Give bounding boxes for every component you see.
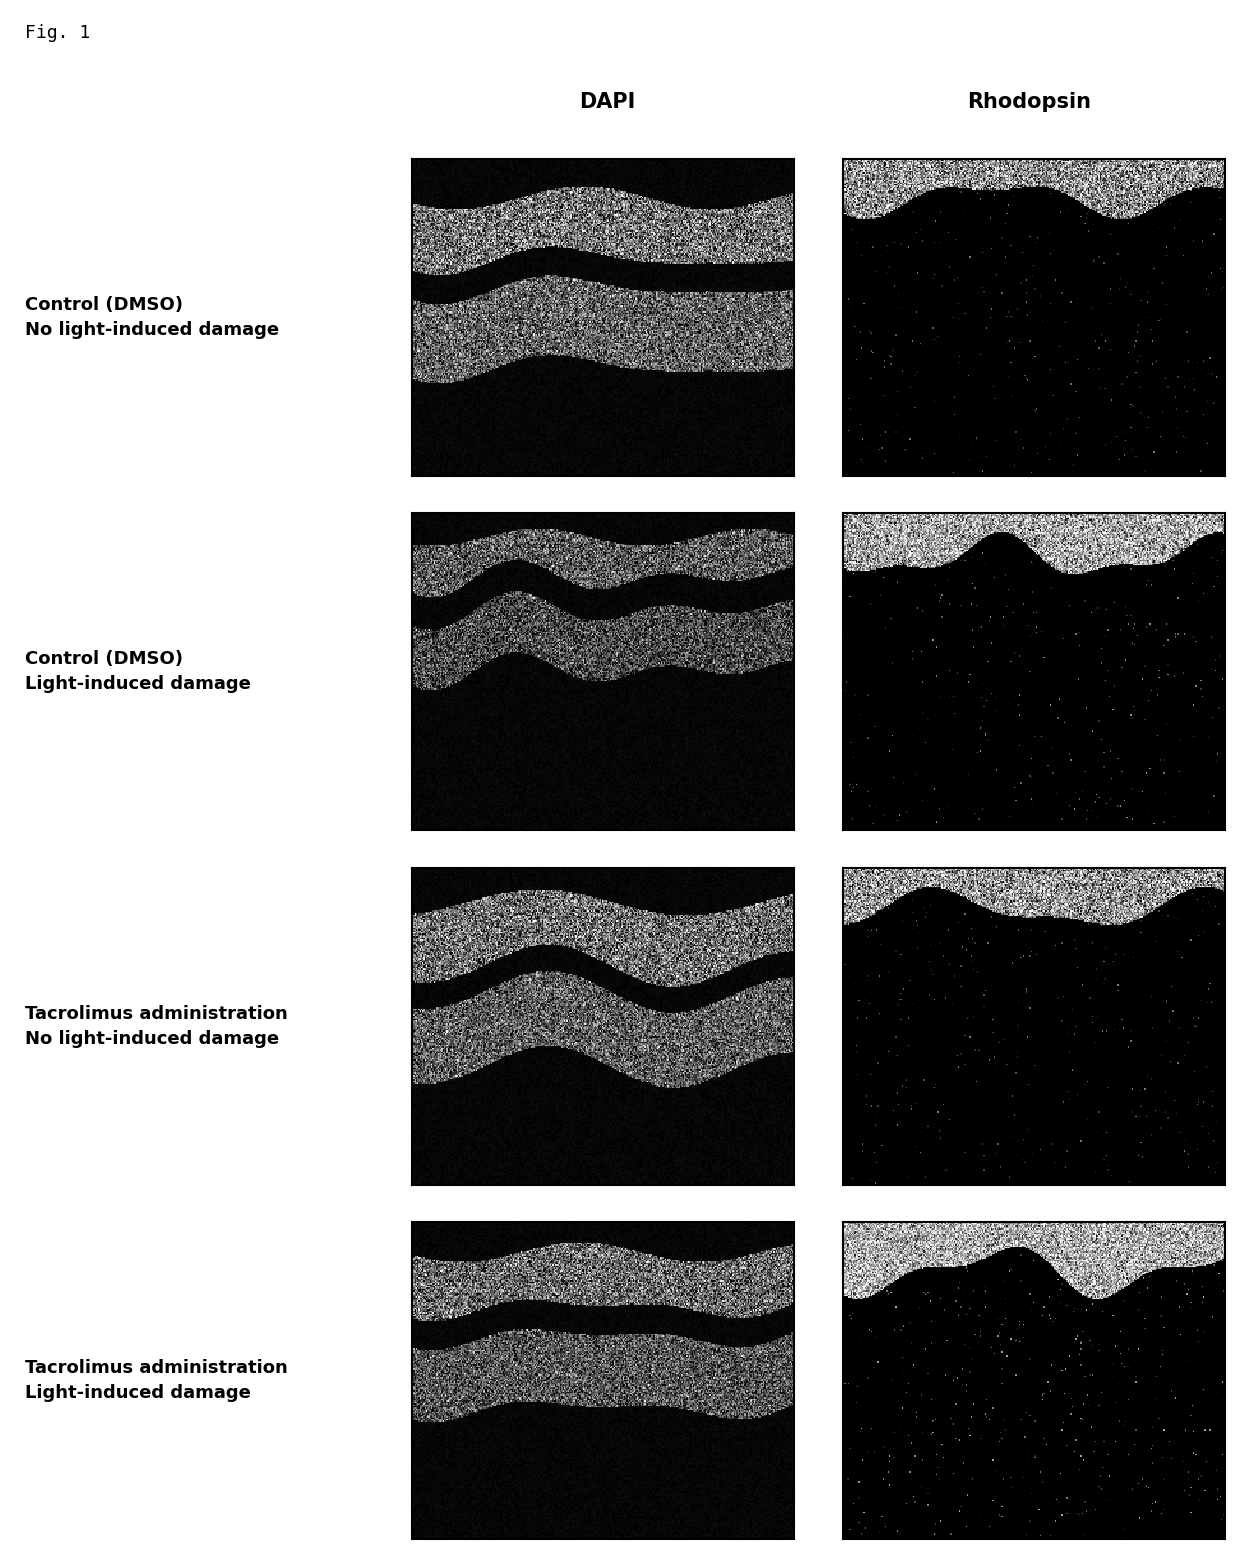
Text: Fig. 1: Fig. 1 bbox=[25, 23, 91, 42]
Text: Tacrolimus administration
No light-induced damage: Tacrolimus administration No light-induc… bbox=[25, 1005, 288, 1049]
Text: Tacrolimus administration
Light-induced damage: Tacrolimus administration Light-induced … bbox=[25, 1359, 288, 1402]
Text: Control (DMSO)
Light-induced damage: Control (DMSO) Light-induced damage bbox=[25, 650, 250, 693]
Text: DAPI: DAPI bbox=[579, 92, 636, 112]
Text: Rhodopsin: Rhodopsin bbox=[967, 92, 1091, 112]
Text: Control (DMSO)
No light-induced damage: Control (DMSO) No light-induced damage bbox=[25, 296, 279, 340]
